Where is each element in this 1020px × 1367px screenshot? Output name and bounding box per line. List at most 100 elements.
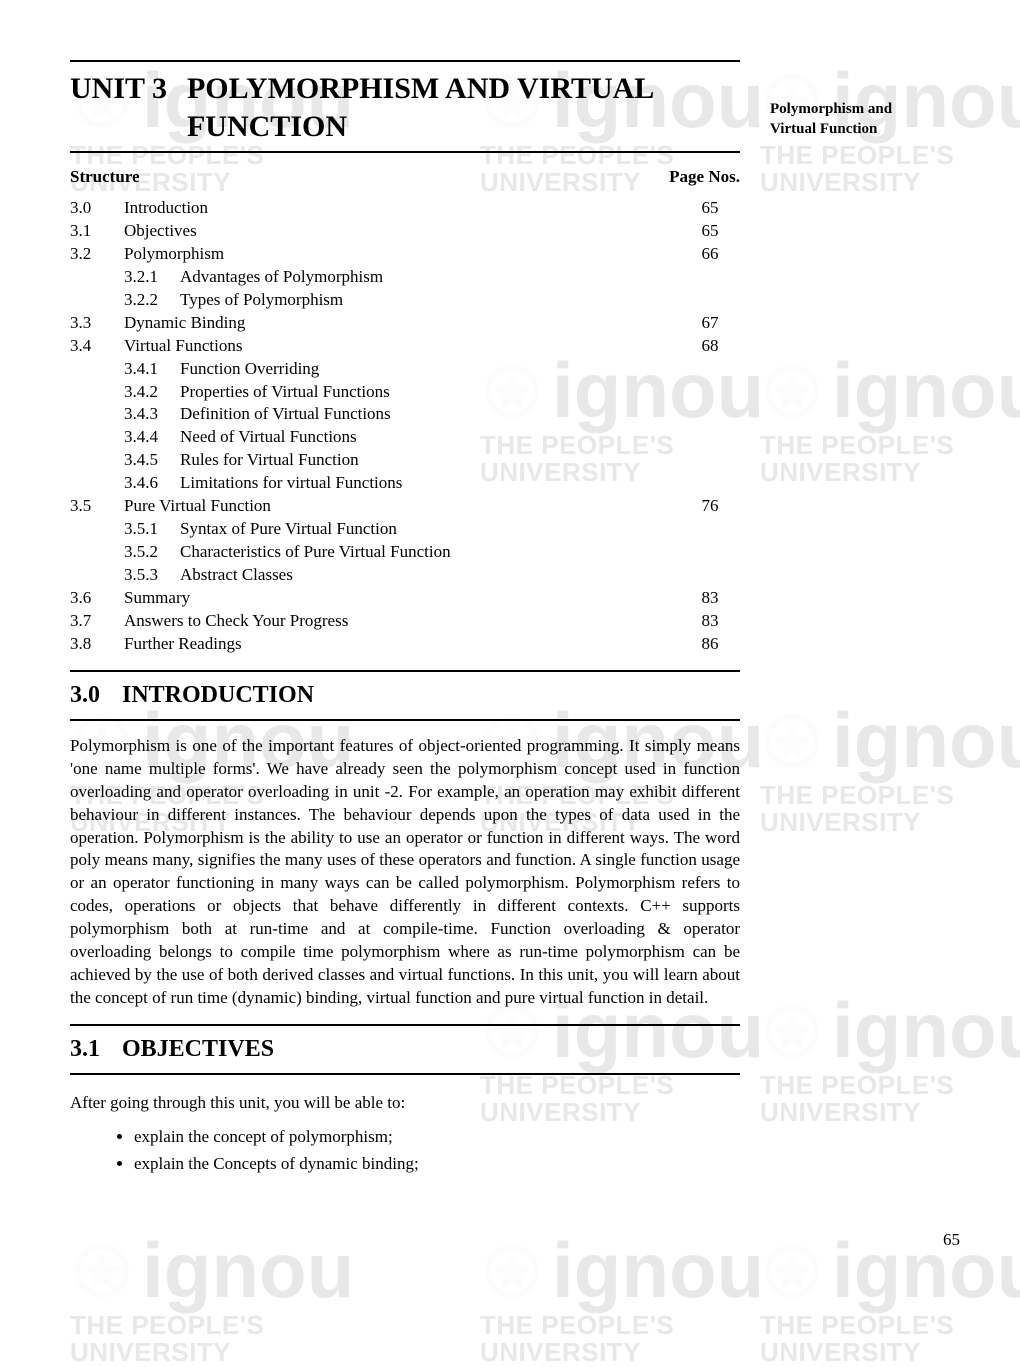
toc-subrow: 3.5.3Abstract Classes <box>70 564 740 587</box>
section-intro-title: INTRODUCTION <box>122 682 314 709</box>
toc-num: 3.1 <box>70 220 124 243</box>
side-header-line1: Polymorphism and <box>770 101 892 117</box>
watermark-sub1: THE PEOPLE'S <box>70 1312 354 1339</box>
toc-subnum: 3.2.1 <box>124 266 180 289</box>
toc-row: 3.7Answers to Check Your Progress83 <box>70 610 740 633</box>
section-objectives-num: 3.1 <box>70 1036 100 1063</box>
toc-label: Polymorphism <box>124 243 680 266</box>
toc-subrow: 3.2.1Advantages of Polymorphism <box>70 266 740 289</box>
unit-title: UNIT 3 POLYMORPHISM AND VIRTUAL FUNCTION <box>70 62 740 151</box>
watermark: ignouTHE PEOPLE'SUNIVERSITY <box>760 1230 1020 1366</box>
side-header: Polymorphism and Virtual Function <box>770 100 970 139</box>
unit-number: UNIT 3 <box>70 70 167 145</box>
watermark: ignouTHE PEOPLE'SUNIVERSITY <box>480 1230 764 1366</box>
structure-label: Structure <box>70 167 650 187</box>
section-intro-num: 3.0 <box>70 682 100 709</box>
toc-page: 83 <box>680 610 740 633</box>
toc-row: 3.8Further Readings86 <box>70 633 740 656</box>
watermark-sub1: THE PEOPLE'S <box>480 1312 764 1339</box>
watermark: ignouTHE PEOPLE'SUNIVERSITY <box>70 1230 354 1366</box>
toc-subnum: 3.5.1 <box>124 518 180 541</box>
toc-subrow: 3.4.5Rules for Virtual Function <box>70 449 740 472</box>
toc-subrow: 3.2.2Types of Polymorphism <box>70 289 740 312</box>
side-header-line2: Virtual Function <box>770 121 877 137</box>
toc-num: 3.3 <box>70 312 124 335</box>
toc-page: 76 <box>680 495 740 518</box>
toc-label: Pure Virtual Function <box>124 495 680 518</box>
toc-page: 66 <box>680 243 740 266</box>
toc-sublabel: Definition of Virtual Functions <box>180 403 740 426</box>
toc-num: 3.6 <box>70 587 124 610</box>
toc-num: 3.2 <box>70 243 124 266</box>
toc-sublabel: Characteristics of Pure Virtual Function <box>180 541 740 564</box>
toc-label: Introduction <box>124 197 680 220</box>
toc-row: 3.2Polymorphism66 <box>70 243 740 266</box>
toc-row: 3.5Pure Virtual Function76 <box>70 495 740 518</box>
toc-num: 3.5 <box>70 495 124 518</box>
watermark-sub2: UNIVERSITY <box>70 1339 354 1366</box>
toc-subnum: 3.4.4 <box>124 426 180 449</box>
toc-subnum: 3.5.3 <box>124 564 180 587</box>
list-item: explain the concept of polymorphism; <box>134 1123 740 1150</box>
table-of-contents: 3.0Introduction653.1Objectives653.2Polym… <box>70 197 740 656</box>
page-number: 65 <box>943 1230 960 1250</box>
structure-header: Structure Page Nos. <box>70 153 740 197</box>
toc-sublabel: Properties of Virtual Functions <box>180 381 740 404</box>
toc-subnum: 3.4.5 <box>124 449 180 472</box>
toc-sublabel: Limitations for virtual Functions <box>180 472 740 495</box>
toc-subrow: 3.5.2Characteristics of Pure Virtual Fun… <box>70 541 740 564</box>
toc-label: Answers to Check Your Progress <box>124 610 680 633</box>
page-nos-label: Page Nos. <box>650 167 740 187</box>
toc-row: 3.6Summary83 <box>70 587 740 610</box>
toc-num: 3.4 <box>70 335 124 358</box>
toc-subnum: 3.4.1 <box>124 358 180 381</box>
toc-label: Virtual Functions <box>124 335 680 358</box>
toc-label: Dynamic Binding <box>124 312 680 335</box>
toc-page: 83 <box>680 587 740 610</box>
toc-sublabel: Need of Virtual Functions <box>180 426 740 449</box>
toc-sublabel: Function Overriding <box>180 358 740 381</box>
toc-subrow: 3.4.2Properties of Virtual Functions <box>70 381 740 404</box>
toc-page: 65 <box>680 197 740 220</box>
toc-row: 3.3Dynamic Binding67 <box>70 312 740 335</box>
toc-label: Summary <box>124 587 680 610</box>
side-column: Polymorphism and Virtual Function <box>740 60 970 139</box>
toc-page: 65 <box>680 220 740 243</box>
toc-row: 3.1Objectives65 <box>70 220 740 243</box>
watermark-logo: ignou <box>760 1230 1020 1312</box>
toc-sublabel: Rules for Virtual Function <box>180 449 740 472</box>
watermark-sub2: UNIVERSITY <box>760 1339 1020 1366</box>
watermark-logo: ignou <box>480 1230 764 1312</box>
objectives-intro: After going through this unit, you will … <box>70 1075 740 1123</box>
toc-sublabel: Syntax of Pure Virtual Function <box>180 518 740 541</box>
toc-sublabel: Types of Polymorphism <box>180 289 740 312</box>
main-column: UNIT 3 POLYMORPHISM AND VIRTUAL FUNCTION… <box>70 60 740 1177</box>
toc-page: 68 <box>680 335 740 358</box>
toc-subrow: 3.4.1Function Overriding <box>70 358 740 381</box>
toc-subnum: 3.2.2 <box>124 289 180 312</box>
toc-num: 3.0 <box>70 197 124 220</box>
toc-subnum: 3.4.6 <box>124 472 180 495</box>
watermark-sub1: THE PEOPLE'S <box>760 1312 1020 1339</box>
toc-subrow: 3.4.4Need of Virtual Functions <box>70 426 740 449</box>
toc-sublabel: Abstract Classes <box>180 564 740 587</box>
toc-sublabel: Advantages of Polymorphism <box>180 266 740 289</box>
toc-label: Objectives <box>124 220 680 243</box>
toc-subnum: 3.5.2 <box>124 541 180 564</box>
watermark-sub2: UNIVERSITY <box>480 1339 764 1366</box>
toc-row: 3.4Virtual Functions68 <box>70 335 740 358</box>
intro-body: Polymorphism is one of the important fea… <box>70 721 740 1024</box>
toc-subnum: 3.4.3 <box>124 403 180 426</box>
toc-num: 3.8 <box>70 633 124 656</box>
objectives-bullets: explain the concept of polymorphism;expl… <box>70 1123 740 1177</box>
toc-row: 3.0Introduction65 <box>70 197 740 220</box>
list-item: explain the Concepts of dynamic binding; <box>134 1150 740 1177</box>
toc-label: Further Readings <box>124 633 680 656</box>
toc-subrow: 3.4.3Definition of Virtual Functions <box>70 403 740 426</box>
toc-page: 67 <box>680 312 740 335</box>
toc-page: 86 <box>680 633 740 656</box>
section-objectives-title: OBJECTIVES <box>122 1036 274 1063</box>
section-objectives-heading: 3.1 OBJECTIVES <box>70 1026 740 1073</box>
watermark-logo: ignou <box>70 1230 354 1312</box>
unit-name: POLYMORPHISM AND VIRTUAL FUNCTION <box>187 70 740 145</box>
